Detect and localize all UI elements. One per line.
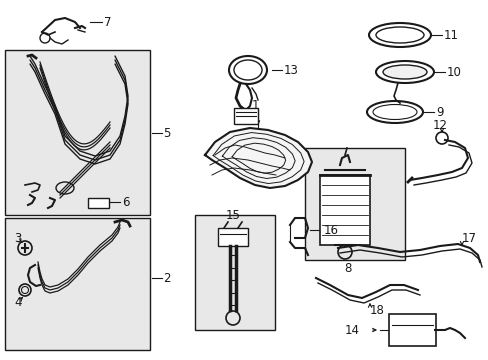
Text: 17: 17 — [461, 231, 476, 244]
Text: 16: 16 — [324, 224, 338, 237]
Text: 6: 6 — [122, 195, 129, 208]
Text: 2: 2 — [163, 271, 170, 284]
Text: 18: 18 — [369, 303, 384, 316]
Text: 15: 15 — [225, 208, 240, 221]
Text: 12: 12 — [431, 118, 447, 131]
Polygon shape — [204, 128, 311, 188]
Text: 11: 11 — [443, 28, 458, 41]
FancyBboxPatch shape — [195, 215, 274, 330]
Text: 10: 10 — [446, 66, 461, 78]
Ellipse shape — [382, 65, 426, 79]
Text: 1: 1 — [251, 99, 258, 112]
FancyBboxPatch shape — [5, 218, 150, 350]
Text: 14: 14 — [345, 324, 359, 337]
FancyBboxPatch shape — [5, 50, 150, 215]
Text: 5: 5 — [163, 126, 170, 140]
Text: 4: 4 — [14, 297, 21, 310]
Text: 7: 7 — [104, 15, 111, 28]
Text: 3: 3 — [14, 231, 21, 244]
FancyBboxPatch shape — [388, 314, 435, 346]
FancyBboxPatch shape — [319, 175, 369, 245]
Text: 9: 9 — [435, 105, 443, 118]
Text: 8: 8 — [344, 261, 351, 274]
Text: 13: 13 — [284, 63, 298, 77]
FancyBboxPatch shape — [305, 148, 404, 260]
FancyBboxPatch shape — [218, 228, 247, 246]
FancyBboxPatch shape — [87, 198, 108, 207]
FancyBboxPatch shape — [234, 108, 258, 124]
